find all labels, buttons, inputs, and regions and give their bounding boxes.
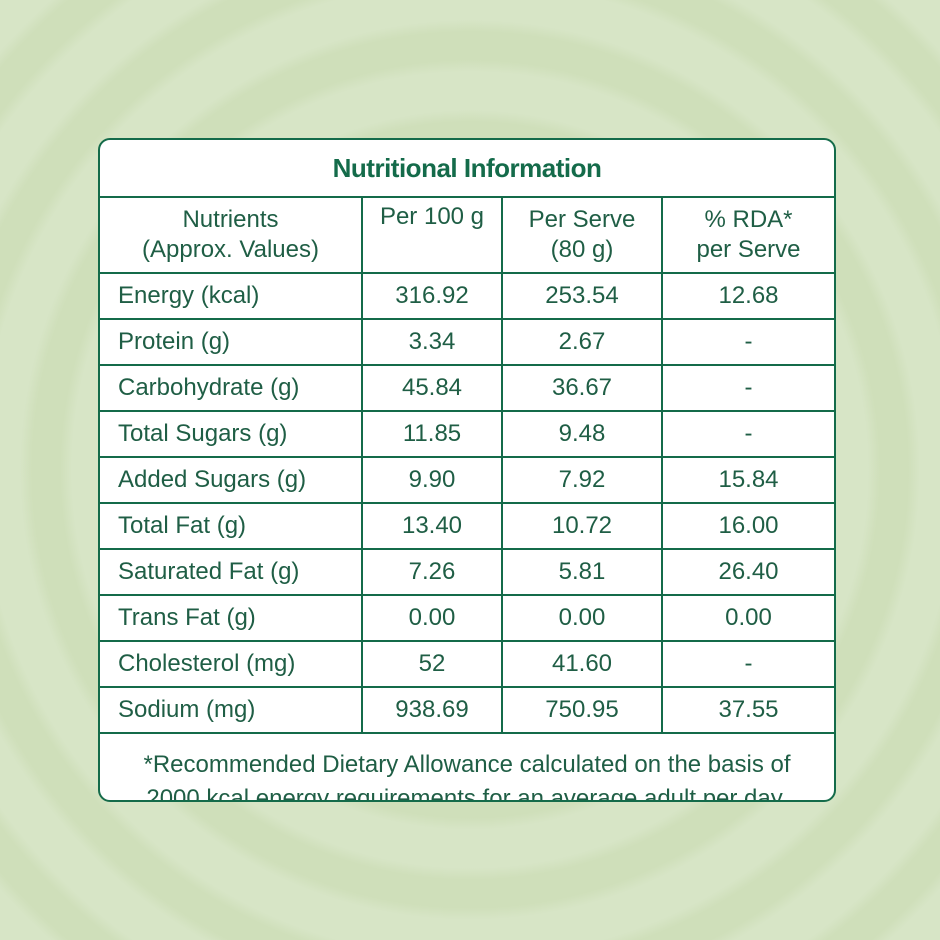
per100-value: 316.92: [362, 273, 503, 320]
rda-value: 16.00: [662, 503, 834, 550]
nutrient-name: Trans Fat (g): [100, 595, 363, 642]
nutrient-name: Sodium (mg): [100, 687, 363, 734]
rda-value: 0.00: [662, 595, 834, 642]
footnote-line2: 2000 kcal energy requirements for an ave…: [146, 785, 788, 802]
footnote: *Recommended Dietary Allowance calculate…: [100, 734, 834, 802]
per100-value: 0.00: [362, 595, 503, 642]
nutrient-name: Cholesterol (mg): [100, 641, 363, 688]
rda-value: -: [662, 365, 834, 412]
header-per100-label: Per 100 g: [379, 203, 485, 230]
rda-value: -: [662, 411, 834, 458]
per-serve-value: 9.48: [502, 411, 663, 458]
per-serve-value: 5.81: [502, 549, 663, 596]
table-row: Trans Fat (g) 0.00 0.00 0.00: [100, 595, 834, 642]
header-perserve: Per Serve (80 g): [502, 198, 663, 274]
header-perserve-line2: (80 g): [550, 236, 614, 263]
header-rda-line1: % RDA*: [704, 206, 793, 233]
per100-value: 11.85: [362, 411, 503, 458]
per-serve-value: 36.67: [502, 365, 663, 412]
table-row: Added Sugars (g) 9.90 7.92 15.84: [100, 457, 834, 504]
table-row: Total Sugars (g) 11.85 9.48-: [100, 411, 834, 458]
per100-value: 7.26: [362, 549, 503, 596]
rda-value: 26.40: [662, 549, 834, 596]
rda-value: -: [662, 641, 834, 688]
per-serve-value: 41.60: [502, 641, 663, 688]
table-row: Cholesterol (mg) 52 41.60-: [100, 641, 834, 688]
per100-value: 13.40: [362, 503, 503, 550]
nutrient-name: Carbohydrate (g): [100, 365, 363, 412]
nutrient-name: Added Sugars (g): [100, 457, 363, 504]
rda-value: 37.55: [662, 687, 834, 734]
table-row: Saturated Fat (g) 7.26 5.81 26.40: [100, 549, 834, 596]
rda-value: 12.68: [662, 273, 834, 320]
header-per100: Per 100 g: [362, 198, 503, 274]
nutrition-panel: Nutritional Information Nutrients (Appro…: [98, 138, 836, 802]
header-nutrients-line1: Nutrients: [182, 206, 279, 233]
table-row: Total Fat (g) 13.40 10.72 16.00: [100, 503, 834, 550]
per100-value: 52: [362, 641, 503, 688]
nutrient-name: Total Fat (g): [100, 503, 363, 550]
per-serve-value: 750.95: [502, 687, 663, 734]
per-serve-value: 0.00: [502, 595, 663, 642]
table-row: Energy (kcal) 316.92 253.54 12.68: [100, 273, 834, 320]
nutrient-name: Saturated Fat (g): [100, 549, 363, 596]
per-serve-value: 253.54: [502, 273, 663, 320]
per100-value: 938.69: [362, 687, 503, 734]
nutrition-table: Nutrients (Approx. Values) Per 100 g Per…: [100, 198, 834, 734]
rda-value: -: [662, 319, 834, 366]
nutrient-name: Energy (kcal): [100, 273, 363, 320]
nutrient-name: Total Sugars (g): [100, 411, 363, 458]
per-serve-value: 10.72: [502, 503, 663, 550]
header-perserve-line1: Per Serve: [528, 206, 636, 233]
footnote-line1: *Recommended Dietary Allowance calculate…: [143, 751, 791, 778]
rda-value: 15.84: [662, 457, 834, 504]
table-row: Sodium (mg) 938.69 750.95 37.55: [100, 687, 834, 734]
header-row: Nutrients (Approx. Values) Per 100 g Per…: [100, 198, 834, 274]
panel-title: Nutritional Information: [100, 140, 834, 198]
per100-value: 3.34: [362, 319, 503, 366]
header-nutrients: Nutrients (Approx. Values): [100, 198, 363, 274]
header-rda: % RDA* per Serve: [662, 198, 834, 274]
nutrient-name: Protein (g): [100, 319, 363, 366]
table-row: Protein (g) 3.34 2.67-: [100, 319, 834, 366]
per100-value: 45.84: [362, 365, 503, 412]
header-nutrients-line2: (Approx. Values): [142, 236, 319, 263]
per-serve-value: 2.67: [502, 319, 663, 366]
table-row: Carbohydrate (g) 45.84 36.67-: [100, 365, 834, 412]
header-rda-line2: per Serve: [696, 236, 801, 263]
per100-value: 9.90: [362, 457, 503, 504]
per-serve-value: 7.92: [502, 457, 663, 504]
